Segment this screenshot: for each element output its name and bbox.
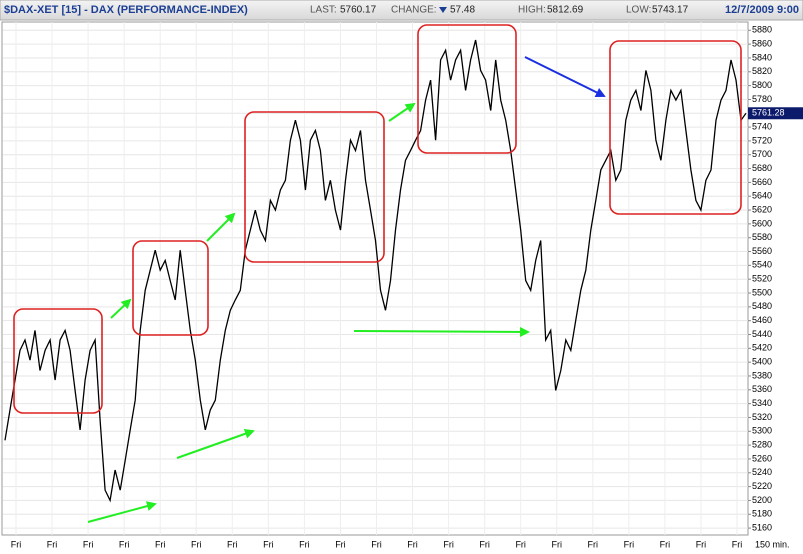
x-tick-label: Fri	[83, 539, 94, 549]
arrow	[110, 298, 132, 319]
y-tick-label: 5240	[752, 467, 772, 477]
y-tick-label: 5640	[752, 191, 772, 201]
x-tick-label: Fri	[696, 539, 707, 549]
arrow	[206, 212, 236, 242]
x-tick-label: Fri	[371, 539, 382, 549]
high-label: HIGH:	[518, 5, 546, 16]
y-tick-label: 5600	[752, 218, 772, 228]
y-tick-label: 5180	[752, 509, 772, 519]
box	[13, 308, 103, 414]
y-tick-label: 5560	[752, 246, 772, 256]
x-tick-label: Fri	[479, 539, 490, 549]
last-price-box	[748, 107, 803, 120]
arrow	[388, 102, 416, 122]
y-tick-label: 5220	[752, 481, 772, 491]
box	[132, 240, 209, 336]
last-label: LAST:	[310, 5, 337, 16]
arrow	[87, 501, 157, 523]
x-tick-label: Fri	[11, 539, 22, 549]
x-tick-label: Fri	[624, 539, 635, 549]
y-tick-label: 5440	[752, 329, 772, 339]
last-price-label: 5761.28	[752, 108, 785, 118]
x-tick-label: Fri	[155, 539, 166, 549]
x-tick-label: Fri	[191, 539, 202, 549]
low-value: 5743.17	[652, 5, 689, 16]
x-tick-label: Fri	[443, 539, 454, 549]
y-tick-label: 5480	[752, 301, 772, 311]
y-tick-label: 5320	[752, 412, 772, 422]
y-tick-label: 5400	[752, 357, 772, 367]
y-tick-label: 5840	[752, 52, 772, 62]
high-value: 5812.69	[547, 5, 584, 16]
y-tick-label: 5460	[752, 315, 772, 325]
y-tick-label: 5740	[752, 121, 772, 131]
y-tick-label: 5340	[752, 398, 772, 408]
y-tick-label: 5380	[752, 370, 772, 380]
x-unit: 150 min.	[755, 539, 790, 549]
y-tick-label: 5160	[752, 522, 772, 532]
y-tick-label: 5520	[752, 274, 772, 284]
x-tick-label: Fri	[552, 539, 563, 549]
y-tick-label: 5300	[752, 426, 772, 436]
box	[244, 111, 385, 263]
y-tick-label: 5540	[752, 260, 772, 270]
y-tick-label: 5200	[752, 495, 772, 505]
down-arrow	[439, 7, 447, 13]
change-value: 57.48	[450, 5, 475, 16]
price-line	[4, 39, 747, 503]
y-tick-label: 5420	[752, 343, 772, 353]
x-tick-label: Fri	[227, 539, 238, 549]
box	[609, 40, 742, 215]
arrow	[176, 428, 255, 459]
last-value: 5760.17	[340, 5, 377, 16]
x-tick-label: Fri	[263, 539, 274, 549]
box	[417, 24, 517, 154]
x-tick-label: Fri	[660, 539, 671, 549]
y-tick-label: 5360	[752, 384, 772, 394]
x-tick-label: Fri	[47, 539, 58, 549]
y-tick-label: 5700	[752, 149, 772, 159]
x-tick-label: Fri	[335, 539, 346, 549]
plot-frame	[1, 21, 749, 536]
y-tick-label: 5620	[752, 204, 772, 214]
annotations	[13, 24, 742, 414]
y-tick-label: 5820	[752, 66, 772, 76]
low-label: LOW:	[626, 5, 651, 16]
y-tick-label: 5860	[752, 38, 772, 48]
blue-arrow	[524, 56, 606, 97]
y-tick-label: 5660	[752, 177, 772, 187]
y-tick-label: 5720	[752, 135, 772, 145]
x-tick-label: Fri	[407, 539, 418, 549]
x-tick-label: Fri	[732, 539, 743, 549]
date: 12/7/2009 9:00	[725, 4, 799, 16]
y-tick-label: 5680	[752, 163, 772, 173]
y-tick-label: 5500	[752, 287, 772, 297]
y-tick-label: 5580	[752, 232, 772, 242]
header-bar	[0, 0, 803, 21]
x-tick-label: Fri	[299, 539, 310, 549]
y-tick-label: 5780	[752, 94, 772, 104]
y-tick-label: 5260	[752, 453, 772, 463]
x-tick-label: Fri	[588, 539, 599, 549]
arrow	[353, 326, 530, 337]
x-tick-label: Fri	[515, 539, 526, 549]
change-label: CHANGE:	[391, 5, 437, 16]
title: $DAX-XET [15] - DAX (PERFORMANCE-INDEX)	[4, 4, 248, 16]
green-arrows	[87, 102, 530, 523]
y-tick-label: 5880	[752, 25, 772, 35]
x-tick-label: Fri	[119, 539, 130, 549]
y-tick-label: 5800	[752, 80, 772, 90]
y-tick-label: 5280	[752, 439, 772, 449]
